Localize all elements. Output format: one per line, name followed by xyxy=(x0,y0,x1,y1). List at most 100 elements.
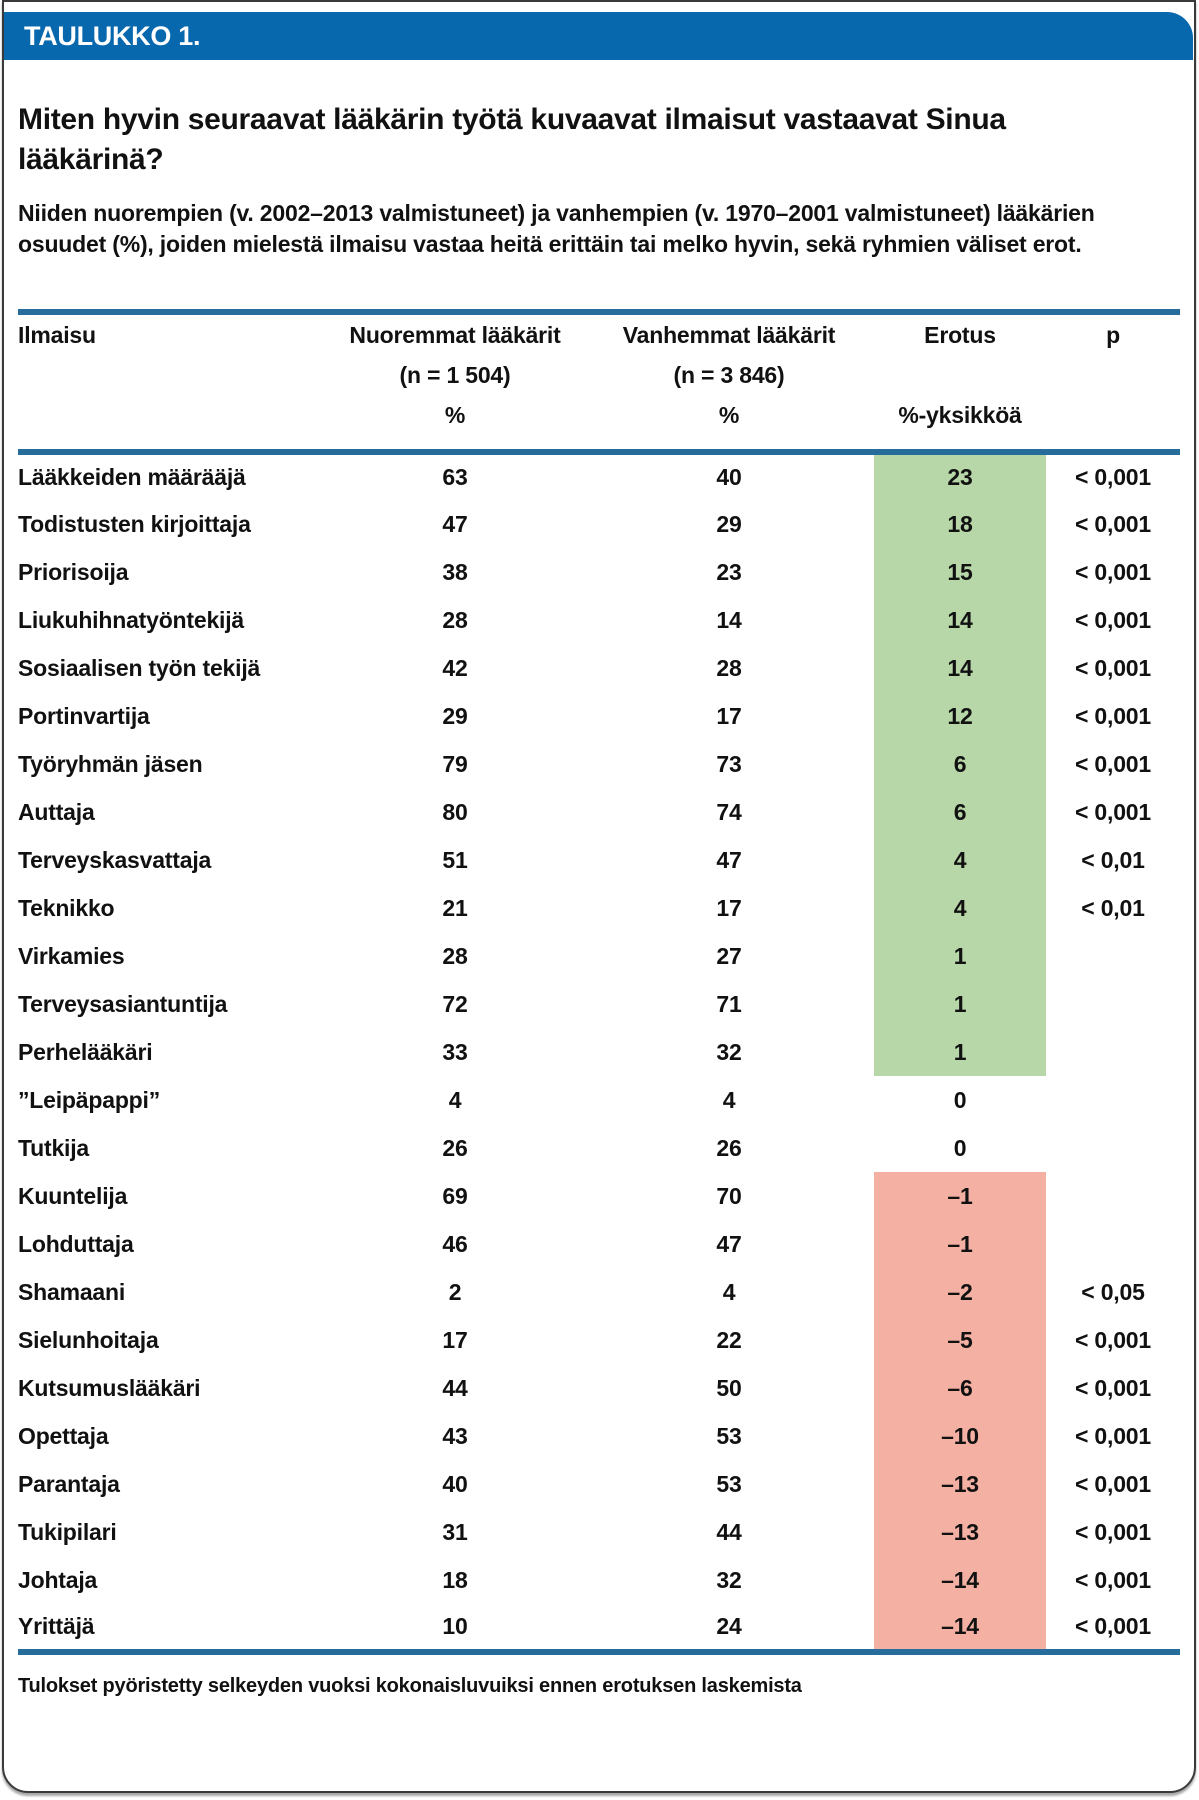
expression-cell: Sielunhoitaja xyxy=(18,1326,159,1353)
young-value-cell: 44 xyxy=(442,1374,468,1401)
table-row: Perhelääkäri 33 32 1 xyxy=(18,1028,1180,1076)
diff-value-cell: 1 xyxy=(874,980,1046,1028)
old-value-cell: 70 xyxy=(716,1182,742,1209)
table-header: Ilmaisu Nuoremmat lääkärit (n = 1 504) %… xyxy=(18,309,1180,455)
young-value-cell: 47 xyxy=(442,510,468,537)
old-value-cell: 17 xyxy=(716,894,742,921)
p-value-cell: < 0,001 xyxy=(1046,1604,1180,1655)
table-tag-label: TAULUKKO 1. xyxy=(24,21,201,51)
expression-cell: Johtaja xyxy=(18,1566,98,1593)
young-value-cell: 42 xyxy=(442,654,468,681)
young-value-cell: 21 xyxy=(442,894,468,921)
old-value-cell: 53 xyxy=(716,1470,742,1497)
diff-value-cell: 6 xyxy=(874,740,1046,788)
column-header-difference-unit: %-yksikköä xyxy=(898,402,1022,428)
p-value-cell: < 0,001 xyxy=(1075,1518,1151,1545)
expression-cell: Lohduttaja xyxy=(18,1230,134,1257)
table-tag-bar: TAULUKKO 1. xyxy=(4,12,1193,60)
column-header-old: Vanhemmat lääkärit (n = 3 846) % xyxy=(584,309,874,455)
column-header-old-unit: % xyxy=(718,402,740,428)
table-row: Tutkija 26 26 0 xyxy=(18,1124,1180,1172)
old-value-cell: 74 xyxy=(716,798,742,825)
old-value-cell: 44 xyxy=(716,1518,742,1545)
young-value-cell: 69 xyxy=(442,1182,468,1209)
old-value-cell: 32 xyxy=(716,1566,742,1593)
young-value-cell: 33 xyxy=(442,1038,468,1065)
young-value-cell: 63 xyxy=(442,464,468,490)
table-footnote: Tulokset pyöristetty selkeyden vuoksi ko… xyxy=(18,1675,802,1697)
data-table: Ilmaisu Nuoremmat lääkärit (n = 1 504) %… xyxy=(18,309,1180,1655)
table-row: Todistusten kirjoittaja 47 29 18 < 0,001 xyxy=(18,500,1180,548)
column-header-young-unit: % xyxy=(444,402,466,428)
old-value-cell: 4 xyxy=(722,1278,736,1305)
expression-cell: Yrittäjä xyxy=(18,1604,326,1655)
p-value-cell: < 0,001 xyxy=(1075,1566,1151,1593)
expression-cell: Parantaja xyxy=(18,1470,120,1497)
expression-cell: Virkamies xyxy=(18,942,125,969)
diff-value-cell: –13 xyxy=(874,1508,1046,1556)
p-value-cell: < 0,001 xyxy=(1075,510,1151,537)
young-value-cell: 40 xyxy=(442,1470,468,1497)
expression-cell: Portinvartija xyxy=(18,702,150,729)
column-header-young: Nuoremmat lääkärit (n = 1 504) % xyxy=(326,309,584,455)
expression-cell: Lääkkeiden määrääjä xyxy=(18,464,246,490)
expression-cell: Kutsumuslääkäri xyxy=(18,1374,201,1401)
old-value-cell: 73 xyxy=(716,750,742,777)
diff-value-cell: 4 xyxy=(874,884,1046,932)
column-header-young-n: (n = 1 504) xyxy=(399,362,511,388)
table-row: Työryhmän jäsen 79 73 6 < 0,001 xyxy=(18,740,1180,788)
diff-value-cell: –14 xyxy=(874,1556,1046,1604)
p-value-cell: < 0,001 xyxy=(1075,606,1151,633)
expression-cell: Perhelääkäri xyxy=(18,1038,153,1065)
old-value-cell: 24 xyxy=(584,1604,874,1655)
p-value-cell: < 0,001 xyxy=(1075,558,1151,585)
p-value-cell: < 0,001 xyxy=(1075,750,1151,777)
young-value-cell: 51 xyxy=(442,846,468,873)
diff-value-cell: 14 xyxy=(874,596,1046,644)
young-value-cell: 26 xyxy=(442,1134,468,1161)
p-value-cell: < 0,01 xyxy=(1081,894,1145,921)
expression-cell: Tutkija xyxy=(18,1134,90,1161)
diff-value-cell: –5 xyxy=(874,1316,1046,1364)
p-value-cell: < 0,001 xyxy=(1075,702,1151,729)
expression-cell: Kuuntelija xyxy=(18,1182,128,1209)
table-row: Johtaja 18 32 –14 < 0,001 xyxy=(18,1556,1180,1604)
table-row: Tukipilari 31 44 –13 < 0,001 xyxy=(18,1508,1180,1556)
diff-value-cell: –10 xyxy=(874,1412,1046,1460)
diff-value-cell: 14 xyxy=(874,644,1046,692)
p-value-cell: < 0,001 xyxy=(1075,1326,1151,1353)
p-value-cell: < 0,01 xyxy=(1081,846,1145,873)
table-row: Auttaja 80 74 6 < 0,001 xyxy=(18,788,1180,836)
table-title: Miten hyvin seuraavat lääkärin työtä kuv… xyxy=(18,103,1006,176)
table-row: Opettaja 43 53 –10 < 0,001 xyxy=(18,1412,1180,1460)
table-row: Parantaja 40 53 –13 < 0,001 xyxy=(18,1460,1180,1508)
column-header-difference-name: Erotus xyxy=(924,322,996,348)
p-value-cell: < 0,001 xyxy=(1075,1422,1151,1449)
diff-value-cell: 18 xyxy=(874,500,1046,548)
young-value-cell: 29 xyxy=(442,702,468,729)
young-value-cell: 28 xyxy=(442,942,468,969)
table-row: Kutsumuslääkäri 44 50 –6 < 0,001 xyxy=(18,1364,1180,1412)
table-row: Virkamies 28 27 1 xyxy=(18,932,1180,980)
old-value-cell: 14 xyxy=(716,606,742,633)
diff-value-cell: 15 xyxy=(874,548,1046,596)
column-header-expression: Ilmaisu xyxy=(18,309,326,455)
expression-cell: Liukuhihnatyöntekijä xyxy=(18,606,245,633)
table-row: Sielunhoitaja 17 22 –5 < 0,001 xyxy=(18,1316,1180,1364)
p-value-cell xyxy=(1046,1220,1180,1268)
p-value-cell xyxy=(1046,980,1180,1028)
young-value-cell: 4 xyxy=(448,1086,462,1113)
diff-value-cell: 0 xyxy=(953,1086,967,1113)
diff-value-cell: 0 xyxy=(953,1134,967,1161)
p-value-cell: < 0,001 xyxy=(1075,798,1151,825)
old-value-cell: 71 xyxy=(716,990,742,1017)
expression-cell: Työryhmän jäsen xyxy=(18,750,203,777)
column-header-old-n: (n = 3 846) xyxy=(673,362,785,388)
old-value-cell: 23 xyxy=(716,558,742,585)
expression-cell: Todistusten kirjoittaja xyxy=(18,510,251,537)
table-row: Sosiaalisen työn tekijä 42 28 14 < 0,001 xyxy=(18,644,1180,692)
column-header-expression-label: Ilmaisu xyxy=(18,322,96,348)
p-value-cell xyxy=(1046,1076,1180,1124)
p-value-cell: < 0,001 xyxy=(1075,654,1151,681)
